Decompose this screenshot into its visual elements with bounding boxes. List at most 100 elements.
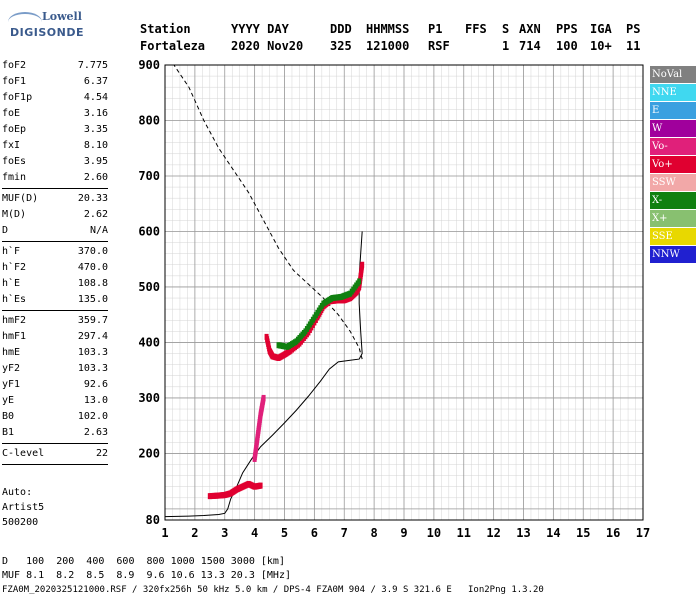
param-name: fmin xyxy=(2,172,27,183)
x-tick-label: 17 xyxy=(636,526,650,540)
param-row-fxi: fxI 8.10 xyxy=(2,138,108,154)
param-value: 297.4 xyxy=(77,331,108,342)
header-pps-label: PPS xyxy=(556,22,578,36)
param-value: 3.35 xyxy=(83,124,108,135)
param-row-hme: hmE 103.3 xyxy=(2,345,108,361)
param-name: h`F xyxy=(2,246,21,257)
param-row-fmin: fmin 2.60 xyxy=(2,170,108,186)
params-group-critical-frequencies: foF2 7.775 foF1 6.37 foF1p 4.54 foE 3.16 foEp 3.3… xyxy=(2,58,108,186)
y-tick-label: 700 xyxy=(138,169,160,183)
header-p1-label: P1 xyxy=(428,22,443,36)
polarization-legend: NoVal NNE E W Vo- Vo+ SSW X- X+ SSE NNW xyxy=(650,66,696,264)
header-station-value: Fortaleza xyxy=(140,39,206,53)
param-row-b1: B1 2.63 xyxy=(2,425,108,441)
param-name: hmE xyxy=(2,347,21,358)
param-name: hmF2 xyxy=(2,315,27,326)
legend-item-noval: NoVal xyxy=(650,66,696,83)
param-value: 103.3 xyxy=(77,347,108,358)
params-group-virtual-heights: h`F 370.0 h`F2 470.0 h`E 108.8 h`Es 135.0 xyxy=(2,244,108,308)
param-name: B0 xyxy=(2,411,15,422)
header-s-label: S xyxy=(502,22,510,36)
x-tick-label: 16 xyxy=(606,526,620,540)
autoscaling-info: Auto: Artist5 500200 xyxy=(2,485,44,530)
param-value: 135.0 xyxy=(77,294,108,305)
footer-distance-row: D 100 200 400 600 800 1000 1500 3000 [km… xyxy=(2,556,285,567)
header-ps-label: PS xyxy=(626,22,641,36)
param-name: C-level xyxy=(2,448,45,459)
param-name: yF1 xyxy=(2,379,21,390)
param-name: h`F2 xyxy=(2,262,27,273)
param-name: h`Es xyxy=(2,294,27,305)
footer-muf-values: 8.1 8.2 8.5 8.9 9.6 10.6 13.3 20.3 [MHz] xyxy=(20,570,291,581)
param-value: 102.0 xyxy=(77,411,108,422)
param-value: 2.63 xyxy=(83,427,108,438)
param-value: 103.3 xyxy=(77,363,108,374)
x-tick-label: 8 xyxy=(371,526,378,540)
echo-point xyxy=(258,482,263,489)
header-pps-value: 100 xyxy=(556,39,578,53)
param-row-h-e: h`E 108.8 xyxy=(2,276,108,292)
x-tick-label: 15 xyxy=(576,526,590,540)
logo-line1: Lowell xyxy=(42,10,82,23)
x-tick-label: 12 xyxy=(486,526,500,540)
param-value: 20.33 xyxy=(77,193,108,204)
x-tick-label: 3 xyxy=(221,526,228,540)
param-row-muf-d-: MUF(D) 20.33 xyxy=(2,191,108,207)
param-value: 3.95 xyxy=(83,156,108,167)
params-divider xyxy=(2,188,108,189)
param-name: fxI xyxy=(2,140,21,151)
param-name: h`E xyxy=(2,278,21,289)
params-divider xyxy=(2,310,108,311)
digisonde-logo: Lowell DIGISONDE xyxy=(6,8,83,48)
param-row-m-d-: M(D) 2.62 xyxy=(2,207,108,223)
x-tick-label: 7 xyxy=(341,526,348,540)
param-name: M(D) xyxy=(2,209,27,220)
param-name: foF2 xyxy=(2,60,27,71)
params-group-profile: hmF2 359.7 hmF1 297.4 hmE 103.3 yF2 103.3 yF1 92.… xyxy=(2,313,108,441)
param-row-hmf1: hmF1 297.4 xyxy=(2,329,108,345)
param-row-foes: foEs 3.95 xyxy=(2,154,108,170)
param-value: 2.60 xyxy=(83,172,108,183)
param-row-h-f: h`F 370.0 xyxy=(2,244,108,260)
x-tick-label: 9 xyxy=(400,526,407,540)
footer-distance-values: 100 200 400 600 800 1000 1500 3000 [km] xyxy=(8,556,285,567)
header-ddd-label: DDD xyxy=(330,22,352,36)
y-tick-label: 300 xyxy=(138,391,160,405)
params-divider xyxy=(2,443,108,444)
param-row-foep: foEp 3.35 xyxy=(2,122,108,138)
legend-item-nne: NNE xyxy=(650,84,696,101)
param-name: yF2 xyxy=(2,363,21,374)
param-name: foE xyxy=(2,108,21,119)
x-tick-label: 2 xyxy=(191,526,198,540)
params-group-muf: MUF(D) 20.33 M(D) 2.62 D N/A xyxy=(2,191,108,239)
param-row-c-level: C-level 22 xyxy=(2,446,108,462)
header-date-label: YYYY DAY xyxy=(231,22,289,36)
param-name: hmF1 xyxy=(2,331,27,342)
logo-arc xyxy=(8,12,42,32)
x-tick-label: 11 xyxy=(457,526,471,540)
x-tick-label: 14 xyxy=(546,526,560,540)
param-row-h-es: h`Es 135.0 xyxy=(2,292,108,308)
x-tick-label: 6 xyxy=(311,526,318,540)
param-name: B1 xyxy=(2,427,15,438)
legend-item-w: W xyxy=(650,120,696,137)
auto-program: Artist5 xyxy=(2,502,45,513)
param-value: 92.6 xyxy=(83,379,108,390)
param-value: N/A xyxy=(89,225,108,236)
param-value: 2.62 xyxy=(83,209,108,220)
footer-file-info: FZA0M_2020325121000.RSF / 320fx256h 50 k… xyxy=(2,585,544,595)
header-time-label: HHMMSS xyxy=(366,22,410,36)
footer-muf-label: MUF xyxy=(2,570,21,581)
y-tick-label: 400 xyxy=(138,335,160,349)
x-tick-label: 5 xyxy=(281,526,288,540)
echo-point xyxy=(360,261,365,268)
footer-distance-label: D xyxy=(2,556,9,567)
header-s-value: 1 xyxy=(502,39,510,53)
param-value: 4.54 xyxy=(83,92,108,103)
legend-item-sse: SSE xyxy=(650,228,696,245)
y-tick-label: 200 xyxy=(138,446,160,460)
legend-item-vo-: Vo+ xyxy=(650,156,696,173)
header-date-value: 2020 Nov20 xyxy=(231,39,304,53)
params-divider xyxy=(2,464,108,465)
param-name: yE xyxy=(2,395,15,406)
